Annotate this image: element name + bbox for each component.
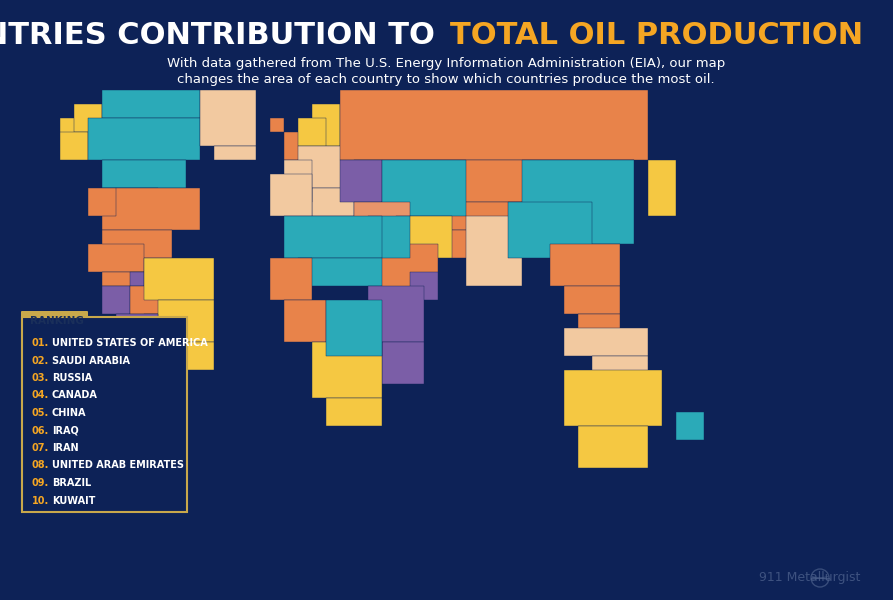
- Bar: [326, 300, 382, 356]
- Bar: [144, 426, 172, 454]
- Text: 02.: 02.: [32, 355, 49, 365]
- Bar: [102, 90, 200, 118]
- Bar: [284, 132, 312, 160]
- Text: 04.: 04.: [32, 391, 49, 401]
- Bar: [102, 230, 172, 258]
- Bar: [298, 118, 326, 146]
- Bar: [340, 90, 648, 160]
- Bar: [382, 160, 466, 216]
- Bar: [298, 146, 354, 188]
- Bar: [396, 216, 452, 258]
- Bar: [676, 412, 704, 440]
- Bar: [508, 202, 592, 258]
- Text: 08.: 08.: [32, 461, 49, 470]
- Text: 03.: 03.: [32, 373, 49, 383]
- Bar: [312, 104, 340, 146]
- Bar: [564, 370, 662, 426]
- Bar: [158, 300, 214, 342]
- Text: RANKING: RANKING: [30, 316, 84, 326]
- Text: KUWAIT: KUWAIT: [52, 496, 96, 505]
- Text: COUNTRIES CONTRIBUTION TO: COUNTRIES CONTRIBUTION TO: [0, 20, 446, 49]
- Bar: [298, 258, 382, 286]
- Bar: [368, 216, 410, 258]
- Bar: [354, 202, 410, 230]
- Bar: [564, 286, 620, 314]
- Bar: [130, 356, 158, 384]
- Bar: [326, 398, 382, 426]
- Text: RUSSIA: RUSSIA: [52, 373, 92, 383]
- Text: 06.: 06.: [32, 425, 49, 436]
- Bar: [284, 216, 382, 258]
- Bar: [116, 314, 158, 356]
- Bar: [368, 286, 424, 342]
- Bar: [214, 146, 256, 160]
- Text: 09.: 09.: [32, 478, 49, 488]
- Bar: [410, 272, 438, 300]
- Text: 911 Metallurgist: 911 Metallurgist: [759, 571, 860, 584]
- Bar: [102, 188, 200, 230]
- Bar: [284, 160, 312, 202]
- Bar: [88, 188, 116, 216]
- Bar: [270, 258, 312, 300]
- Text: 07.: 07.: [32, 443, 49, 453]
- Text: SAUDI ARABIA: SAUDI ARABIA: [52, 355, 130, 365]
- Bar: [60, 132, 88, 160]
- Bar: [116, 188, 158, 202]
- Bar: [648, 160, 676, 216]
- Bar: [382, 342, 424, 384]
- Bar: [354, 160, 634, 202]
- Bar: [340, 160, 382, 202]
- Bar: [130, 286, 172, 314]
- Text: 05.: 05.: [32, 408, 49, 418]
- Text: With data gathered from The U.S. Energy Information Administration (EIA), our ma: With data gathered from The U.S. Energy …: [167, 56, 725, 70]
- Bar: [200, 90, 256, 146]
- Bar: [102, 272, 144, 286]
- Text: IRAQ: IRAQ: [52, 425, 79, 436]
- Text: UNITED STATES OF AMERICA: UNITED STATES OF AMERICA: [52, 338, 208, 348]
- Bar: [550, 244, 620, 286]
- Text: CANADA: CANADA: [52, 391, 98, 401]
- Text: 01.: 01.: [32, 338, 49, 348]
- Bar: [102, 160, 186, 188]
- Text: 10.: 10.: [32, 496, 49, 505]
- Bar: [312, 188, 354, 216]
- Bar: [466, 216, 522, 286]
- Bar: [116, 384, 144, 440]
- Text: CHINA: CHINA: [52, 408, 87, 418]
- Text: changes the area of each country to show which countries produce the most oil.: changes the area of each country to show…: [177, 73, 714, 85]
- Text: TOTAL OIL PRODUCTION: TOTAL OIL PRODUCTION: [450, 20, 864, 49]
- Text: BRAZIL: BRAZIL: [52, 478, 91, 488]
- Bar: [144, 342, 214, 370]
- Text: IRAN: IRAN: [52, 443, 79, 453]
- Bar: [368, 244, 438, 300]
- Bar: [60, 118, 102, 160]
- Bar: [88, 118, 200, 160]
- Bar: [578, 314, 620, 342]
- Bar: [144, 314, 172, 342]
- Bar: [592, 356, 648, 384]
- Bar: [578, 426, 648, 468]
- Bar: [368, 202, 592, 230]
- Text: UNITED ARAB EMIRATES: UNITED ARAB EMIRATES: [52, 461, 184, 470]
- Bar: [130, 384, 172, 426]
- Bar: [270, 174, 312, 216]
- Bar: [74, 104, 102, 132]
- Bar: [312, 342, 382, 398]
- FancyBboxPatch shape: [21, 311, 88, 333]
- Bar: [102, 286, 130, 314]
- Bar: [522, 160, 634, 244]
- Bar: [22, 317, 187, 512]
- Bar: [144, 258, 214, 300]
- Bar: [130, 272, 144, 286]
- Bar: [284, 300, 326, 342]
- Bar: [382, 230, 550, 258]
- Bar: [270, 118, 284, 132]
- Bar: [564, 328, 648, 356]
- Bar: [88, 244, 144, 272]
